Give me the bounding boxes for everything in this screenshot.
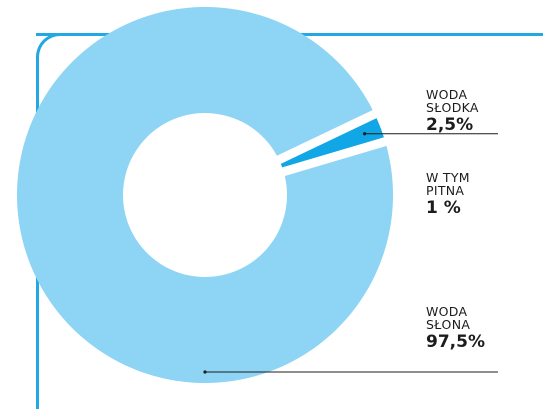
slice-separator-1 (273, 108, 381, 166)
label-fresh-water: WODA SŁODKA 2,5% (426, 88, 479, 135)
leader-fresh-water-dot (363, 132, 367, 136)
label-drinking-water-value: 1 % (426, 198, 461, 219)
donut-hole (133, 123, 277, 267)
label-drinking-water-title-line2: PITNA (426, 183, 465, 199)
label-drinking-water-title-line1: W TYM (426, 170, 470, 185)
label-salt-water-value: 97,5% (426, 332, 485, 353)
label-drinking-water: W TYM PITNA 1 % (426, 171, 470, 218)
label-fresh-water-value: 2,5% (426, 115, 474, 136)
label-fresh-water-title-line2: SŁODKA (426, 100, 479, 116)
frame-corner (36, 33, 96, 99)
label-fresh-water-title-line1: WODA (426, 87, 468, 102)
label-salt-water-title-line1: WODA (426, 304, 468, 319)
leader-salt-water-dot (203, 370, 207, 374)
label-salt-water-title-line2: SŁONA (426, 317, 471, 333)
slice-separator-2 (278, 136, 391, 178)
slice-salt-water (17, 7, 394, 384)
slice-fresh-water (279, 114, 386, 172)
label-salt-water: WODA SŁONA 97,5% (426, 305, 485, 352)
